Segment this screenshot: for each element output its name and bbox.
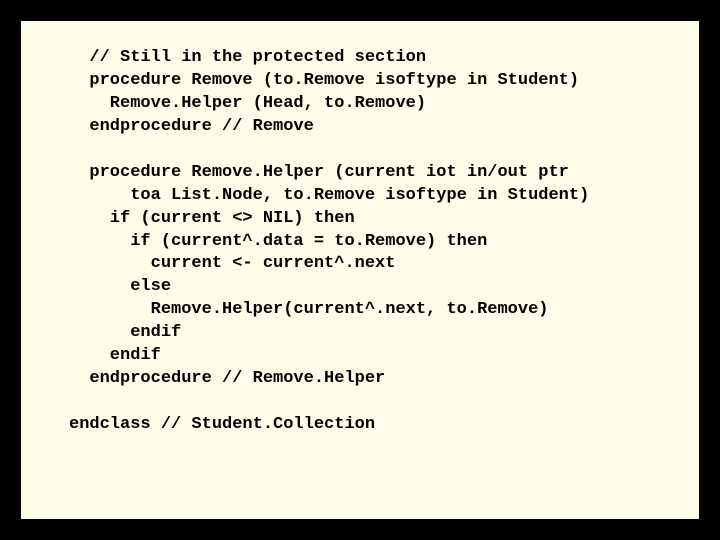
code-slide-frame: // Still in the protected section proced… — [18, 18, 702, 522]
code-block: // Still in the protected section proced… — [69, 47, 669, 437]
